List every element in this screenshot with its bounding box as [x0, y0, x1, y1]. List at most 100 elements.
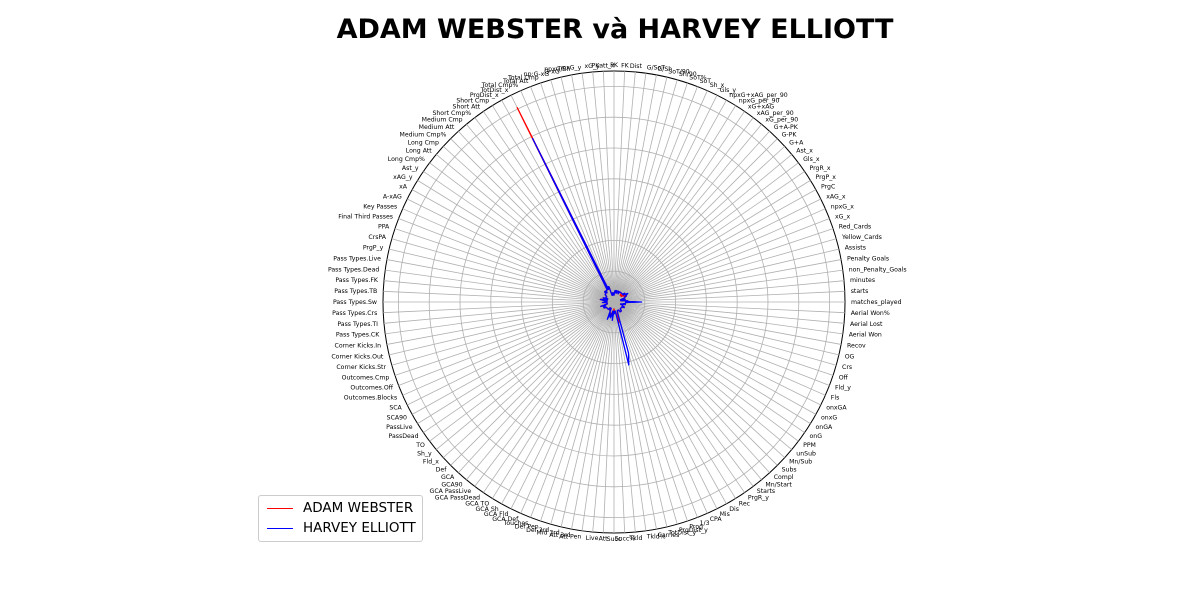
grid-spoke	[613, 124, 762, 303]
grid-spoke	[402, 301, 615, 396]
category-tick-label: PrgR_x	[810, 165, 831, 172]
category-tick-label: Long Cmp	[408, 139, 439, 146]
category-tick-label: Total Cmp	[507, 74, 539, 81]
grid-spoke	[613, 301, 718, 509]
legend-label-series-1: ADAM WEBSTER	[303, 500, 414, 516]
category-tick-label: Medium Cmp	[422, 117, 463, 124]
legend-swatch-series-1	[267, 507, 293, 509]
grid-spoke	[613, 301, 785, 458]
grid-spoke	[613, 259, 842, 303]
category-tick-label: starts	[851, 288, 869, 295]
category-tick-label: Sh_y	[417, 450, 432, 457]
grid-spoke	[571, 74, 615, 303]
grid-spoke	[613, 301, 688, 522]
grid-spoke	[389, 248, 615, 303]
grid-spoke	[560, 77, 615, 303]
legend-label-series-2: HARVEY ELLIOTT	[303, 520, 416, 536]
series-line-2	[532, 137, 643, 366]
category-tick-label: npxG_y	[558, 64, 581, 71]
grid-spoke	[483, 111, 615, 303]
category-tick-label: np:G-xG	[524, 71, 550, 78]
category-tick-label: onG	[810, 433, 823, 440]
category-tick-label: Carries	[658, 532, 680, 539]
grid-spoke	[613, 189, 817, 303]
category-tick-label: PPA	[378, 224, 390, 231]
grid-spoke	[613, 73, 647, 303]
category-tick-label: TotDist_y	[667, 530, 696, 537]
grid-spoke	[530, 301, 615, 518]
category-tick-label: GCA PassLive	[430, 488, 472, 495]
grid-spoke	[613, 71, 636, 303]
category-tick-label: Corner Kicks.Str	[336, 364, 386, 371]
category-tick-label: PPM	[803, 442, 816, 449]
grid-spoke	[613, 162, 799, 303]
legend-item-series-2: HARVEY ELLIOTT	[267, 519, 416, 537]
grid-spoke	[391, 238, 615, 303]
category-tick-label: Medium Cmp%	[400, 131, 447, 138]
grid-spoke	[613, 105, 736, 303]
category-tick-label: Pass Types.TB	[334, 288, 377, 295]
grid-spoke	[613, 301, 837, 366]
category-tick-label: G/Sh	[658, 66, 673, 73]
grid-spoke	[429, 162, 615, 303]
grid-spoke	[550, 301, 615, 525]
category-tick-label: G-PK	[782, 131, 798, 138]
grid-spoke	[510, 301, 615, 509]
category-tick-label: xG_per_90	[765, 117, 798, 124]
category-tick-label: GCA	[441, 474, 455, 481]
grid-spoke	[450, 301, 615, 466]
category-tick-label: G/SoT	[647, 64, 666, 71]
grid-spoke	[385, 301, 615, 335]
grid-spoke	[560, 301, 615, 527]
category-tick-label: Short Cmp	[456, 98, 489, 105]
category-tick-label: PassLive	[386, 424, 413, 431]
category-tick-label: Prog	[689, 524, 703, 531]
grid-spoke	[417, 301, 615, 424]
grid-spoke	[613, 131, 770, 303]
category-tick-label: xAG_per_90	[757, 110, 794, 117]
grid-spoke	[602, 71, 615, 303]
category-tick-label: Outcomes.Cmp	[342, 374, 390, 381]
category-tick-label: SCA90	[387, 414, 407, 421]
grid-spoke	[613, 301, 736, 499]
category-tick-label: Total Att	[502, 78, 529, 85]
category-tick-label: npxG/Sh	[544, 66, 570, 73]
grid-spoke	[613, 301, 770, 473]
category-tick-label: PrgC	[821, 184, 835, 191]
category-tick-label: Pass Types.CK	[336, 332, 380, 339]
category-tick-label: PrgP_x	[816, 174, 837, 181]
category-tick-label: npxG_per_90	[739, 98, 780, 105]
category-tick-label: non_Penalty_Goals	[849, 266, 907, 273]
category-tick-label: Mn/Sub	[789, 459, 812, 466]
category-tick-label: Sh_x	[710, 82, 725, 89]
category-tick-label: Touches	[503, 520, 529, 527]
grid-spoke	[613, 111, 745, 303]
grid-spoke	[613, 71, 626, 303]
grid-spoke	[613, 301, 708, 514]
category-tick-label: Assists	[845, 245, 866, 252]
category-tick-label: xAG_x	[826, 193, 846, 200]
legend-swatch-series-2	[267, 527, 293, 529]
category-tick-label: Final Third Passes	[338, 213, 393, 220]
category-tick-label: unSub	[796, 450, 816, 457]
tick-labels: matches_played starts minutes non_Penalty_G…	[328, 62, 907, 543]
grid-spoke	[592, 71, 615, 303]
category-tick-label: Corner Kicks.In	[335, 343, 382, 350]
grid-spoke	[520, 90, 615, 303]
grid-spoke	[407, 301, 615, 406]
grid-spoke	[613, 301, 762, 480]
category-tick-label: Ast_y	[402, 165, 419, 172]
grid-spoke	[613, 301, 626, 533]
grid-spoke	[613, 180, 811, 303]
category-tick-label: xAG_y	[393, 174, 413, 181]
grid-spoke	[450, 138, 615, 303]
grid-spoke	[385, 269, 615, 303]
category-tick-label: Dis	[729, 506, 739, 513]
grid-spoke	[423, 301, 615, 433]
grid-spoke	[581, 301, 615, 531]
category-tick-label: PassDead	[389, 433, 419, 440]
grid-spoke	[417, 180, 615, 303]
grid-spoke	[613, 228, 834, 303]
grid-spoke	[411, 301, 615, 415]
grid-spoke	[443, 301, 615, 458]
